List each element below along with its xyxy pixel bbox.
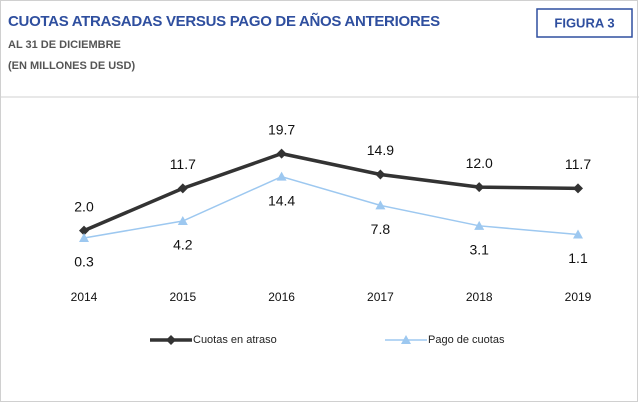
point-marker bbox=[375, 200, 386, 210]
subtitle: AL 31 DE DICIEMBRE bbox=[8, 39, 121, 51]
point-marker bbox=[573, 183, 583, 194]
data-label: 7.8 bbox=[371, 221, 391, 237]
data-label: 4.2 bbox=[173, 237, 193, 253]
legend-label: Pago de cuotas bbox=[428, 334, 505, 346]
series-line bbox=[83, 175, 579, 239]
point-marker bbox=[276, 148, 287, 159]
point-marker bbox=[474, 182, 485, 193]
point-marker bbox=[166, 335, 176, 345]
x-tick-label: 2019 bbox=[565, 290, 592, 304]
point-marker bbox=[276, 171, 287, 181]
data-label: 14.9 bbox=[367, 142, 394, 158]
data-label: 0.3 bbox=[74, 254, 94, 270]
badge: FIGURA 3 bbox=[554, 15, 614, 30]
point-marker bbox=[401, 335, 411, 344]
point-marker bbox=[79, 232, 89, 242]
data-label: 3.1 bbox=[469, 242, 489, 258]
data-label: 14.4 bbox=[268, 192, 295, 208]
x-tick-label: 2017 bbox=[367, 290, 394, 304]
point-marker bbox=[573, 229, 583, 239]
point-marker bbox=[177, 183, 188, 194]
data-label: 12.0 bbox=[466, 155, 493, 171]
x-tick-label: 2016 bbox=[268, 290, 295, 304]
chart-title: CUOTAS ATRASADAS VERSUS PAGO DE AÑOS ANT… bbox=[8, 12, 440, 30]
series-line bbox=[83, 151, 579, 233]
x-tick-label: 2018 bbox=[466, 290, 493, 304]
point-marker bbox=[177, 216, 188, 226]
data-label: 11.7 bbox=[170, 156, 196, 172]
point-marker bbox=[79, 225, 89, 236]
x-tick-label: 2014 bbox=[71, 290, 98, 304]
point-marker bbox=[474, 220, 485, 230]
data-label: 1.1 bbox=[568, 250, 588, 266]
data-label: 11.7 bbox=[565, 156, 591, 172]
subtitle: (EN MILLONES DE USD) bbox=[8, 60, 135, 72]
legend-label: Cuotas en atraso bbox=[193, 334, 277, 346]
data-label: 19.7 bbox=[268, 121, 295, 137]
x-tick-label: 2015 bbox=[169, 290, 196, 304]
data-label: 2.0 bbox=[74, 198, 94, 214]
point-marker bbox=[375, 169, 386, 180]
badge-box bbox=[536, 8, 633, 38]
